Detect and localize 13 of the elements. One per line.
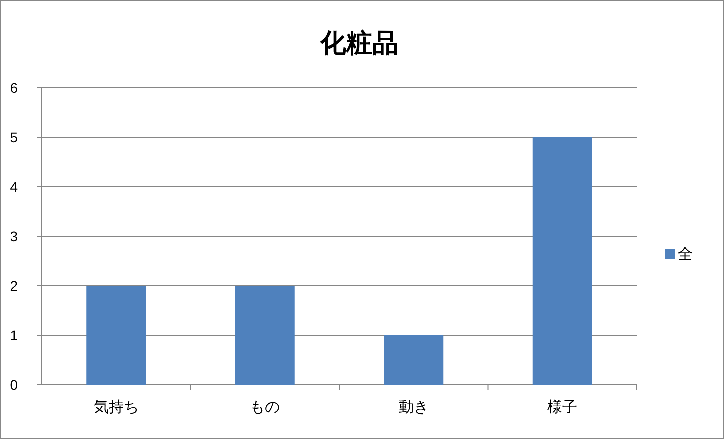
xtick: もの: [250, 399, 280, 416]
ytick: 2: [10, 278, 18, 294]
ytick: 3: [10, 228, 18, 244]
ytick: 4: [10, 179, 18, 195]
xtick: 様子: [548, 399, 578, 416]
xtick: 動き: [398, 399, 429, 416]
legend: 全: [678, 246, 693, 263]
xtick: 気持ち: [94, 399, 139, 416]
ytick: 0: [10, 377, 18, 393]
title: 化粧品: [320, 28, 398, 58]
ytick: 6: [10, 80, 18, 96]
ytick: 1: [10, 328, 18, 344]
ytick: 5: [10, 130, 18, 146]
